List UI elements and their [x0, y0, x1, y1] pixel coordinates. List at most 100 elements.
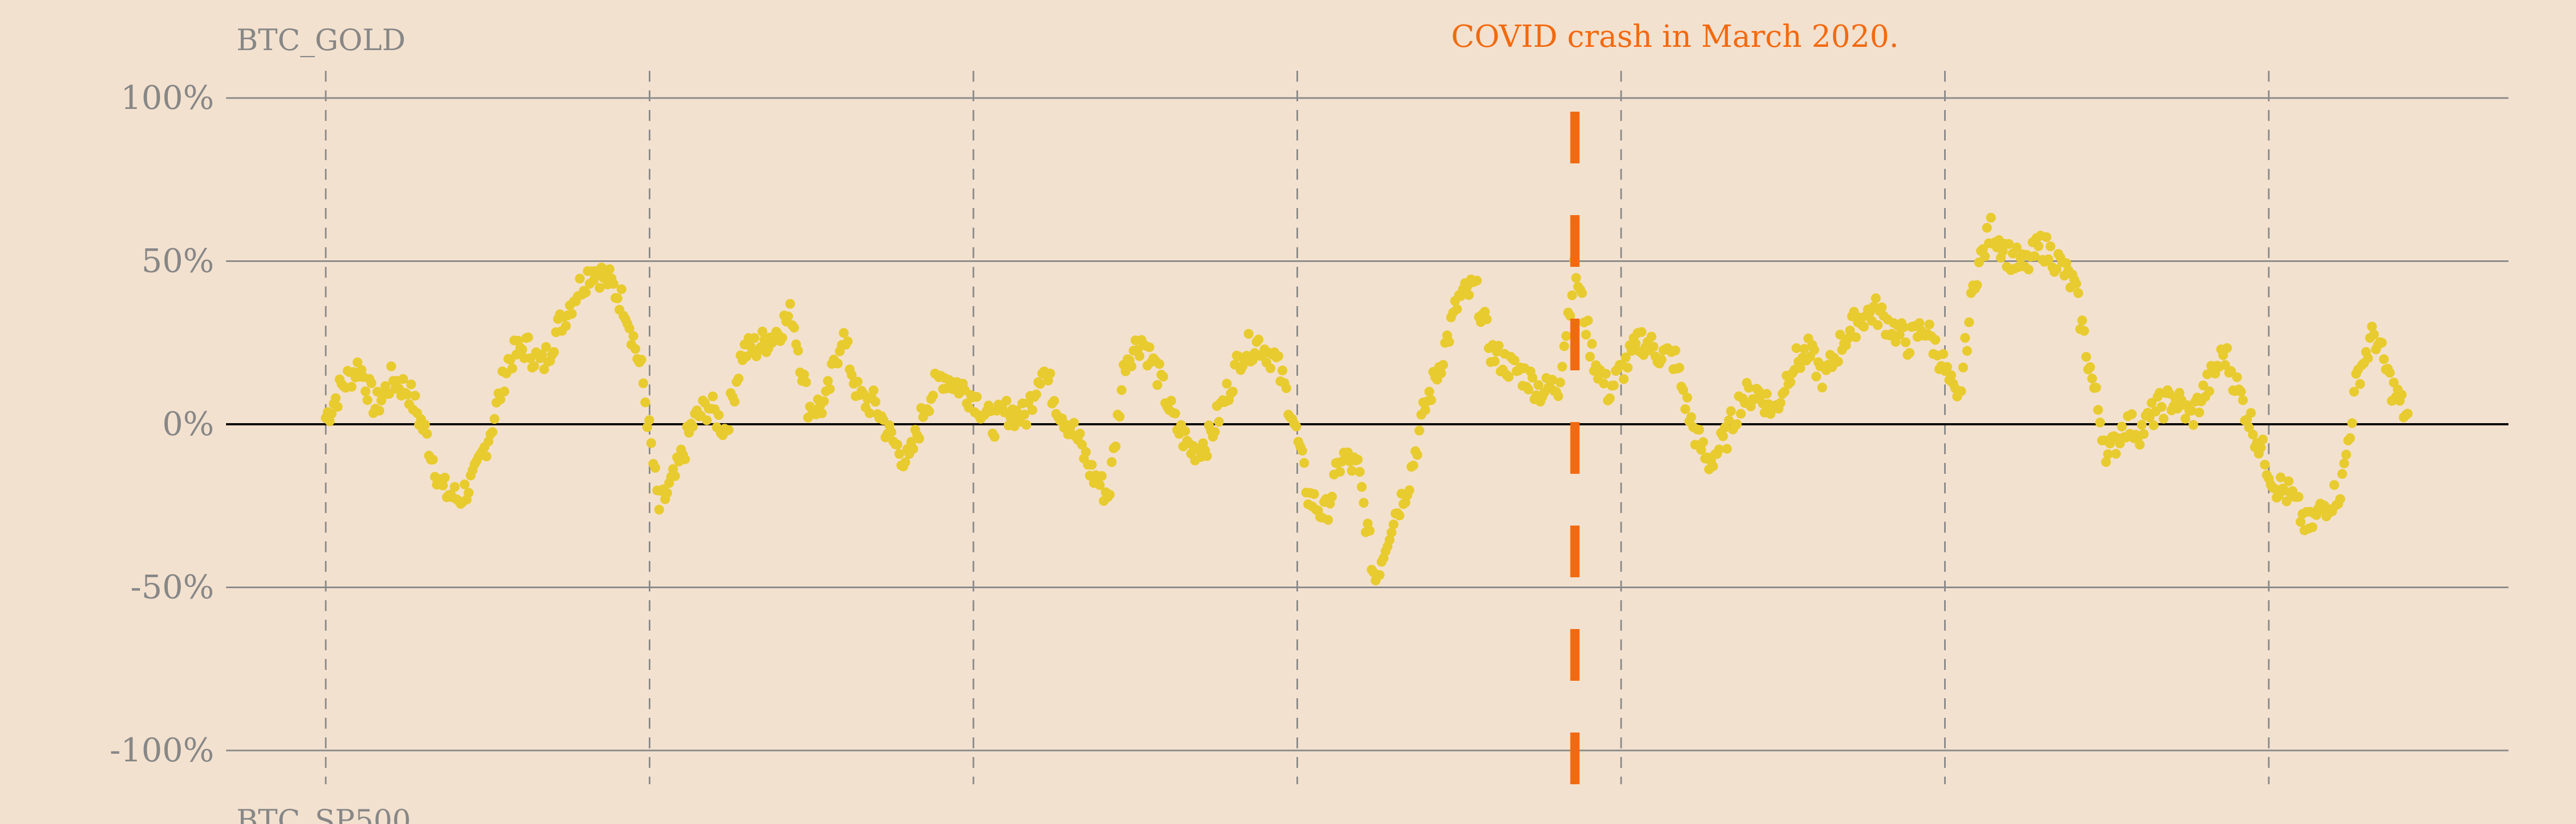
data-point — [636, 355, 647, 365]
data-point — [2147, 398, 2157, 408]
data-point — [864, 408, 875, 418]
data-points — [321, 212, 2413, 585]
data-point — [2136, 420, 2147, 430]
data-point — [1946, 370, 1956, 380]
data-point — [2135, 440, 2145, 450]
data-point — [1601, 369, 1611, 379]
data-point — [326, 408, 337, 419]
data-point — [1353, 454, 1363, 465]
data-point — [868, 385, 879, 395]
data-point — [2081, 352, 2091, 362]
data-point — [2030, 251, 2039, 261]
data-point — [1436, 368, 1446, 379]
data-point — [2194, 407, 2204, 418]
data-point — [346, 382, 357, 392]
data-point — [1277, 365, 1288, 376]
data-point — [1482, 314, 1492, 325]
data-point — [1503, 372, 1514, 382]
data-point — [2345, 433, 2355, 443]
data-point — [1581, 329, 1591, 340]
data-point — [1599, 379, 1609, 389]
data-point — [2385, 368, 2395, 378]
data-point — [1472, 276, 1482, 286]
data-point — [1222, 379, 1232, 389]
data-point — [1444, 337, 1454, 347]
data-point — [2045, 241, 2056, 252]
data-point — [1609, 380, 1619, 390]
data-point — [1980, 251, 1990, 261]
data-point — [1365, 526, 1375, 536]
data-point — [1735, 408, 1746, 419]
data-point — [2397, 389, 2407, 400]
data-point — [1833, 356, 1843, 367]
data-point — [680, 454, 690, 465]
data-point — [1791, 343, 1801, 353]
data-point — [376, 395, 386, 406]
data-point — [1408, 460, 1418, 471]
data-point — [1718, 431, 1728, 441]
data-point — [2275, 472, 2286, 483]
data-point — [1670, 345, 1680, 356]
data-point — [670, 471, 680, 481]
data-point — [1708, 461, 1718, 472]
data-point — [1623, 363, 1633, 373]
data-point — [1630, 338, 1641, 349]
data-point — [2079, 326, 2090, 336]
data-point — [852, 376, 863, 387]
data-point — [729, 396, 740, 407]
data-point — [1244, 329, 1254, 339]
data-point — [1158, 371, 1168, 382]
data-point — [1621, 352, 1631, 363]
data-point — [1117, 385, 1126, 395]
data-point — [2204, 386, 2214, 396]
data-point — [1523, 384, 1533, 395]
data-point — [733, 374, 744, 384]
data-point — [325, 416, 335, 426]
y-tick-label: -50% — [130, 569, 214, 607]
data-point — [817, 408, 827, 418]
data-point — [366, 378, 376, 388]
data-point — [1347, 466, 1357, 476]
data-point — [440, 473, 450, 483]
data-point — [422, 429, 432, 439]
data-point — [420, 419, 430, 430]
data-point — [2238, 395, 2248, 405]
data-point — [2258, 434, 2268, 444]
data-point — [541, 342, 551, 352]
data-point — [2403, 408, 2413, 419]
data-point — [1605, 393, 1615, 404]
data-point — [1891, 337, 1901, 347]
data-point — [644, 415, 654, 425]
data-point — [2180, 413, 2190, 424]
data-point — [1587, 339, 1597, 349]
data-point — [714, 410, 724, 420]
data-point — [1686, 412, 1696, 422]
data-point — [1636, 327, 1647, 337]
data-point — [612, 293, 623, 303]
data-point — [449, 482, 460, 492]
data-point — [1464, 290, 1474, 300]
data-point — [708, 391, 718, 401]
data-point — [1389, 520, 1399, 529]
data-point — [819, 396, 829, 406]
data-point — [1021, 420, 1032, 430]
data-point — [789, 322, 799, 333]
y-tick-label: 100% — [120, 79, 214, 117]
data-point — [1696, 444, 1706, 455]
data-point — [1134, 351, 1144, 361]
data-point — [1657, 355, 1667, 365]
data-point — [662, 488, 672, 498]
data-point — [1886, 328, 1897, 339]
data-point — [777, 333, 787, 343]
data-point — [1811, 371, 1822, 382]
data-point — [928, 390, 938, 401]
data-point — [2085, 362, 2095, 373]
data-point — [1327, 492, 1337, 502]
data-point — [702, 415, 712, 425]
data-point — [1817, 382, 1828, 393]
data-point — [1152, 380, 1162, 390]
data-point — [1077, 440, 1087, 450]
data-point — [616, 284, 626, 295]
data-point — [1386, 527, 1397, 538]
data-point — [1228, 387, 1238, 397]
